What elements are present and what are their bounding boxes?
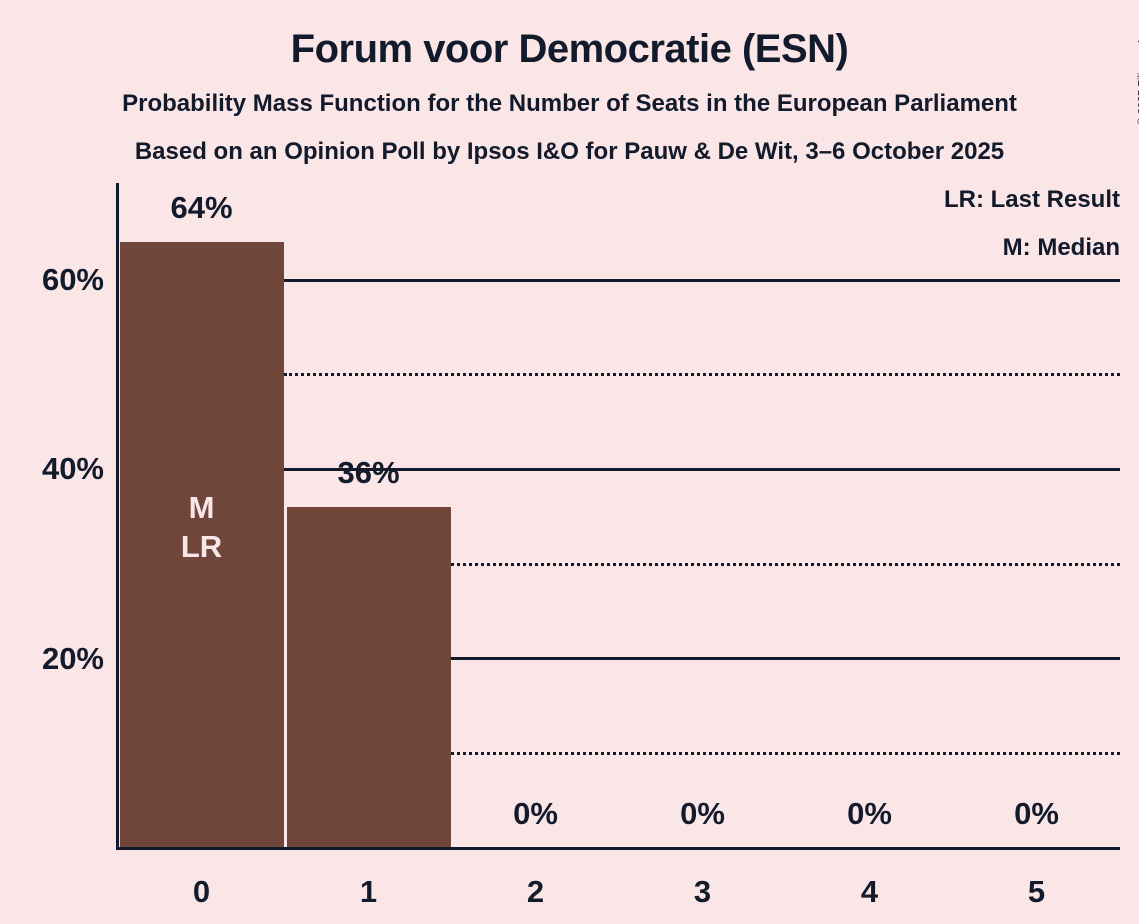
legend-last-result: LR: Last Result <box>943 186 1120 213</box>
page-title: Forum voor Democratie (ESN) <box>290 27 849 71</box>
bar-seats-0 <box>119 242 284 848</box>
chart-subtitle: Probability Mass Function for the Number… <box>122 90 1017 117</box>
bar-value-label-3: 0% <box>680 796 725 831</box>
chart-source-subtitle: Based on an Opinion Poll by Ipsos I&O fo… <box>134 138 1005 165</box>
x-axis-label-0: 0 <box>192 874 211 909</box>
x-axis-label-5: 5 <box>1027 874 1046 909</box>
gridline-10pct <box>450 751 1120 755</box>
y-axis-label-40pct: 40% <box>41 451 104 487</box>
y-axis-line <box>116 183 119 850</box>
bar-value-label-0: 64% <box>170 190 233 226</box>
x-axis-label-4: 4 <box>860 874 879 909</box>
x-axis-label-1: 1 <box>359 874 378 909</box>
bar-value-label-5: 0% <box>1014 796 1059 831</box>
y-axis-label-60pct: 60% <box>41 262 104 297</box>
legend: LR: Last Result M: Median <box>944 176 1120 272</box>
x-axis-label-2: 2 <box>526 874 545 909</box>
bar-value-label-1: 36% <box>337 455 400 491</box>
x-axis-line <box>116 847 1120 850</box>
legend-median: M: Median <box>1002 234 1120 261</box>
gridline-20pct <box>450 657 1120 661</box>
gridline-60pct <box>283 278 1120 282</box>
gridline-50pct <box>283 373 1120 377</box>
y-axis-label-20pct: 20% <box>41 640 104 676</box>
bar-seats-1 <box>286 507 451 848</box>
gridline-40pct <box>283 467 1120 471</box>
median-marker: M <box>188 490 215 526</box>
bar-value-label-2: 0% <box>513 796 558 831</box>
gridline-30pct <box>450 562 1120 566</box>
bar-annotation-median-last-result: M LR <box>118 488 285 566</box>
x-axis-label-3: 3 <box>693 874 712 909</box>
bar-value-label-4: 0% <box>847 796 892 831</box>
last-result-marker: LR <box>180 529 223 565</box>
